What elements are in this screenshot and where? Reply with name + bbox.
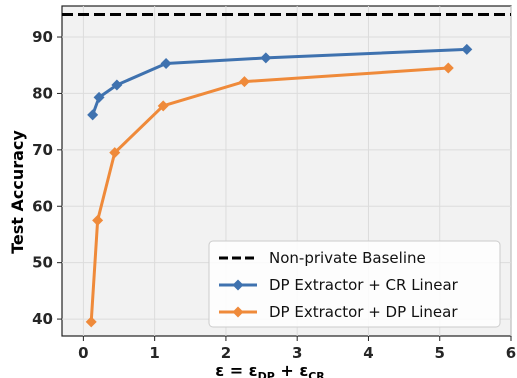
legend-box	[208, 240, 501, 328]
data-point	[238, 76, 250, 88]
x-axis-title-mid: + ε	[275, 361, 308, 378]
data-point	[92, 214, 104, 226]
data-point	[87, 109, 99, 121]
x-tick-label: 5	[435, 344, 445, 362]
x-tick-label: 6	[506, 344, 516, 362]
series-line-2	[89, 66, 449, 322]
x-tick-label: 3	[292, 344, 302, 362]
x-tick-label: 4	[363, 344, 373, 362]
legend-marker	[232, 279, 244, 291]
y-axis-title: Test Accuracy	[8, 130, 27, 254]
data-point	[260, 52, 272, 64]
data-point	[442, 62, 454, 74]
data-point	[109, 147, 121, 159]
legend-label: Non-private Baseline	[269, 249, 426, 267]
x-tick-label: 0	[78, 344, 88, 362]
x-tick-label: 1	[149, 344, 159, 362]
y-axis-ticks: 40 50 60 70 80 90	[32, 28, 62, 328]
y-tick-label: 80	[32, 84, 53, 102]
x-axis-ticks: 0 1 2 3 4 5 6	[78, 336, 516, 362]
series-group	[85, 43, 473, 328]
x-axis-title: ε = εDP + εCR	[215, 361, 325, 378]
data-point	[93, 91, 105, 103]
data-point	[157, 100, 169, 112]
data-point	[85, 316, 97, 328]
y-tick-label: 50	[32, 254, 53, 272]
legend: Non-private Baseline DP Extractor + CR Li…	[208, 240, 501, 328]
legend-label: DP Extractor + DP Linear	[269, 303, 458, 321]
y-tick-label: 70	[32, 141, 53, 159]
x-axis-title-sub1: DP	[258, 370, 275, 378]
y-tick-label: 40	[32, 310, 53, 328]
data-point	[160, 58, 172, 70]
data-point	[111, 79, 123, 91]
legend-label: DP Extractor + CR Linear	[269, 276, 459, 294]
legend-marker	[232, 306, 244, 318]
data-point	[461, 43, 473, 55]
x-tick-label: 2	[221, 344, 231, 362]
y-tick-label: 90	[32, 28, 53, 46]
y-tick-label: 60	[32, 197, 53, 215]
x-axis-title-main: ε = ε	[215, 361, 257, 378]
x-axis-title-sub2: CR	[308, 370, 325, 378]
